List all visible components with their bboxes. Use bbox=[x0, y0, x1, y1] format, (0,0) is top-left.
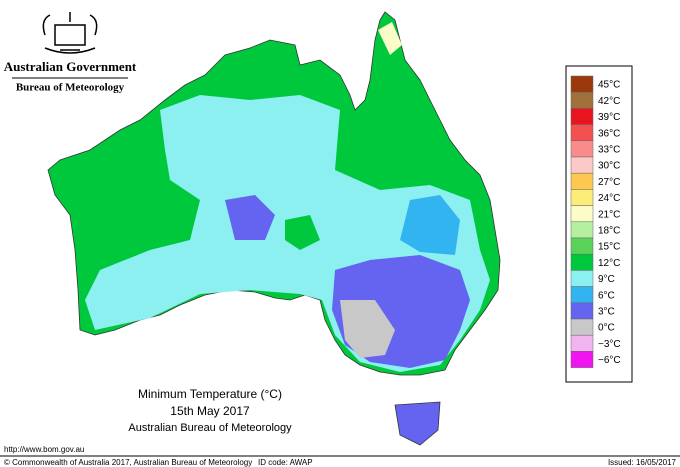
legend-label: 24°C bbox=[598, 193, 620, 204]
legend-label: −6°C bbox=[598, 355, 621, 366]
id-code: ID code: AWAP bbox=[258, 458, 313, 467]
legend-swatch bbox=[570, 334, 594, 352]
legend-swatch bbox=[570, 140, 594, 158]
issued: Issued: 16/05/2017 bbox=[608, 458, 677, 467]
legend-label: 21°C bbox=[598, 209, 620, 220]
legend-swatch bbox=[570, 302, 594, 320]
map-title: Minimum Temperature (°C) bbox=[138, 387, 282, 401]
legend-label: 0°C bbox=[598, 323, 615, 334]
map-source: Australian Bureau of Meteorology bbox=[128, 422, 292, 434]
legend-label: 33°C bbox=[598, 145, 620, 156]
legend-swatch bbox=[570, 172, 594, 190]
legend-swatch bbox=[570, 253, 594, 271]
legend-swatch bbox=[570, 124, 594, 142]
legend-swatch bbox=[570, 205, 594, 223]
legend-label: 6°C bbox=[598, 290, 615, 301]
legend-label: 45°C bbox=[598, 80, 620, 91]
legend-swatch bbox=[570, 221, 594, 239]
legend-label: 9°C bbox=[598, 274, 615, 285]
legend-label: 27°C bbox=[598, 177, 620, 188]
inland-cold bbox=[225, 195, 275, 240]
legend-label: 30°C bbox=[598, 161, 620, 172]
legend-swatch bbox=[570, 75, 594, 93]
legend-label: 39°C bbox=[598, 112, 620, 123]
map-date: 15th May 2017 bbox=[170, 404, 250, 418]
legend-swatch bbox=[570, 270, 594, 287]
agency: Australian Government bbox=[4, 59, 137, 74]
copyright: © Commonwealth of Australia 2017, Austra… bbox=[4, 458, 252, 467]
cape-york bbox=[378, 22, 402, 55]
legend-label: 42°C bbox=[598, 96, 620, 107]
blue-region bbox=[400, 195, 460, 255]
crest bbox=[42, 12, 98, 54]
legend-swatch bbox=[570, 237, 594, 255]
australia-map bbox=[47, 11, 501, 446]
legend-swatch bbox=[570, 351, 594, 368]
legend-label: 15°C bbox=[598, 242, 620, 253]
legend-label: 18°C bbox=[598, 226, 620, 237]
legend-label: 3°C bbox=[598, 307, 615, 318]
legend-swatch bbox=[570, 91, 594, 109]
legend-swatch bbox=[570, 189, 594, 206]
legend-swatch bbox=[570, 108, 594, 125]
legend-label: 12°C bbox=[598, 258, 620, 269]
frost-region bbox=[340, 300, 395, 358]
url[interactable]: http://www.bom.gov.au bbox=[4, 445, 84, 454]
tasmania bbox=[394, 401, 441, 446]
legend-label: 36°C bbox=[598, 128, 620, 139]
legend-label: −3°C bbox=[598, 339, 621, 350]
bureau: Bureau of Meteorology bbox=[16, 82, 125, 94]
inland-green bbox=[285, 215, 320, 250]
legend-swatch bbox=[570, 318, 594, 336]
legend-swatch bbox=[570, 156, 594, 174]
legend-swatch bbox=[570, 286, 594, 304]
legend: 45°C 42°C 39°C 36°C 33°C 30°C 27°C 24°C 21°C 18°C… bbox=[570, 75, 621, 368]
